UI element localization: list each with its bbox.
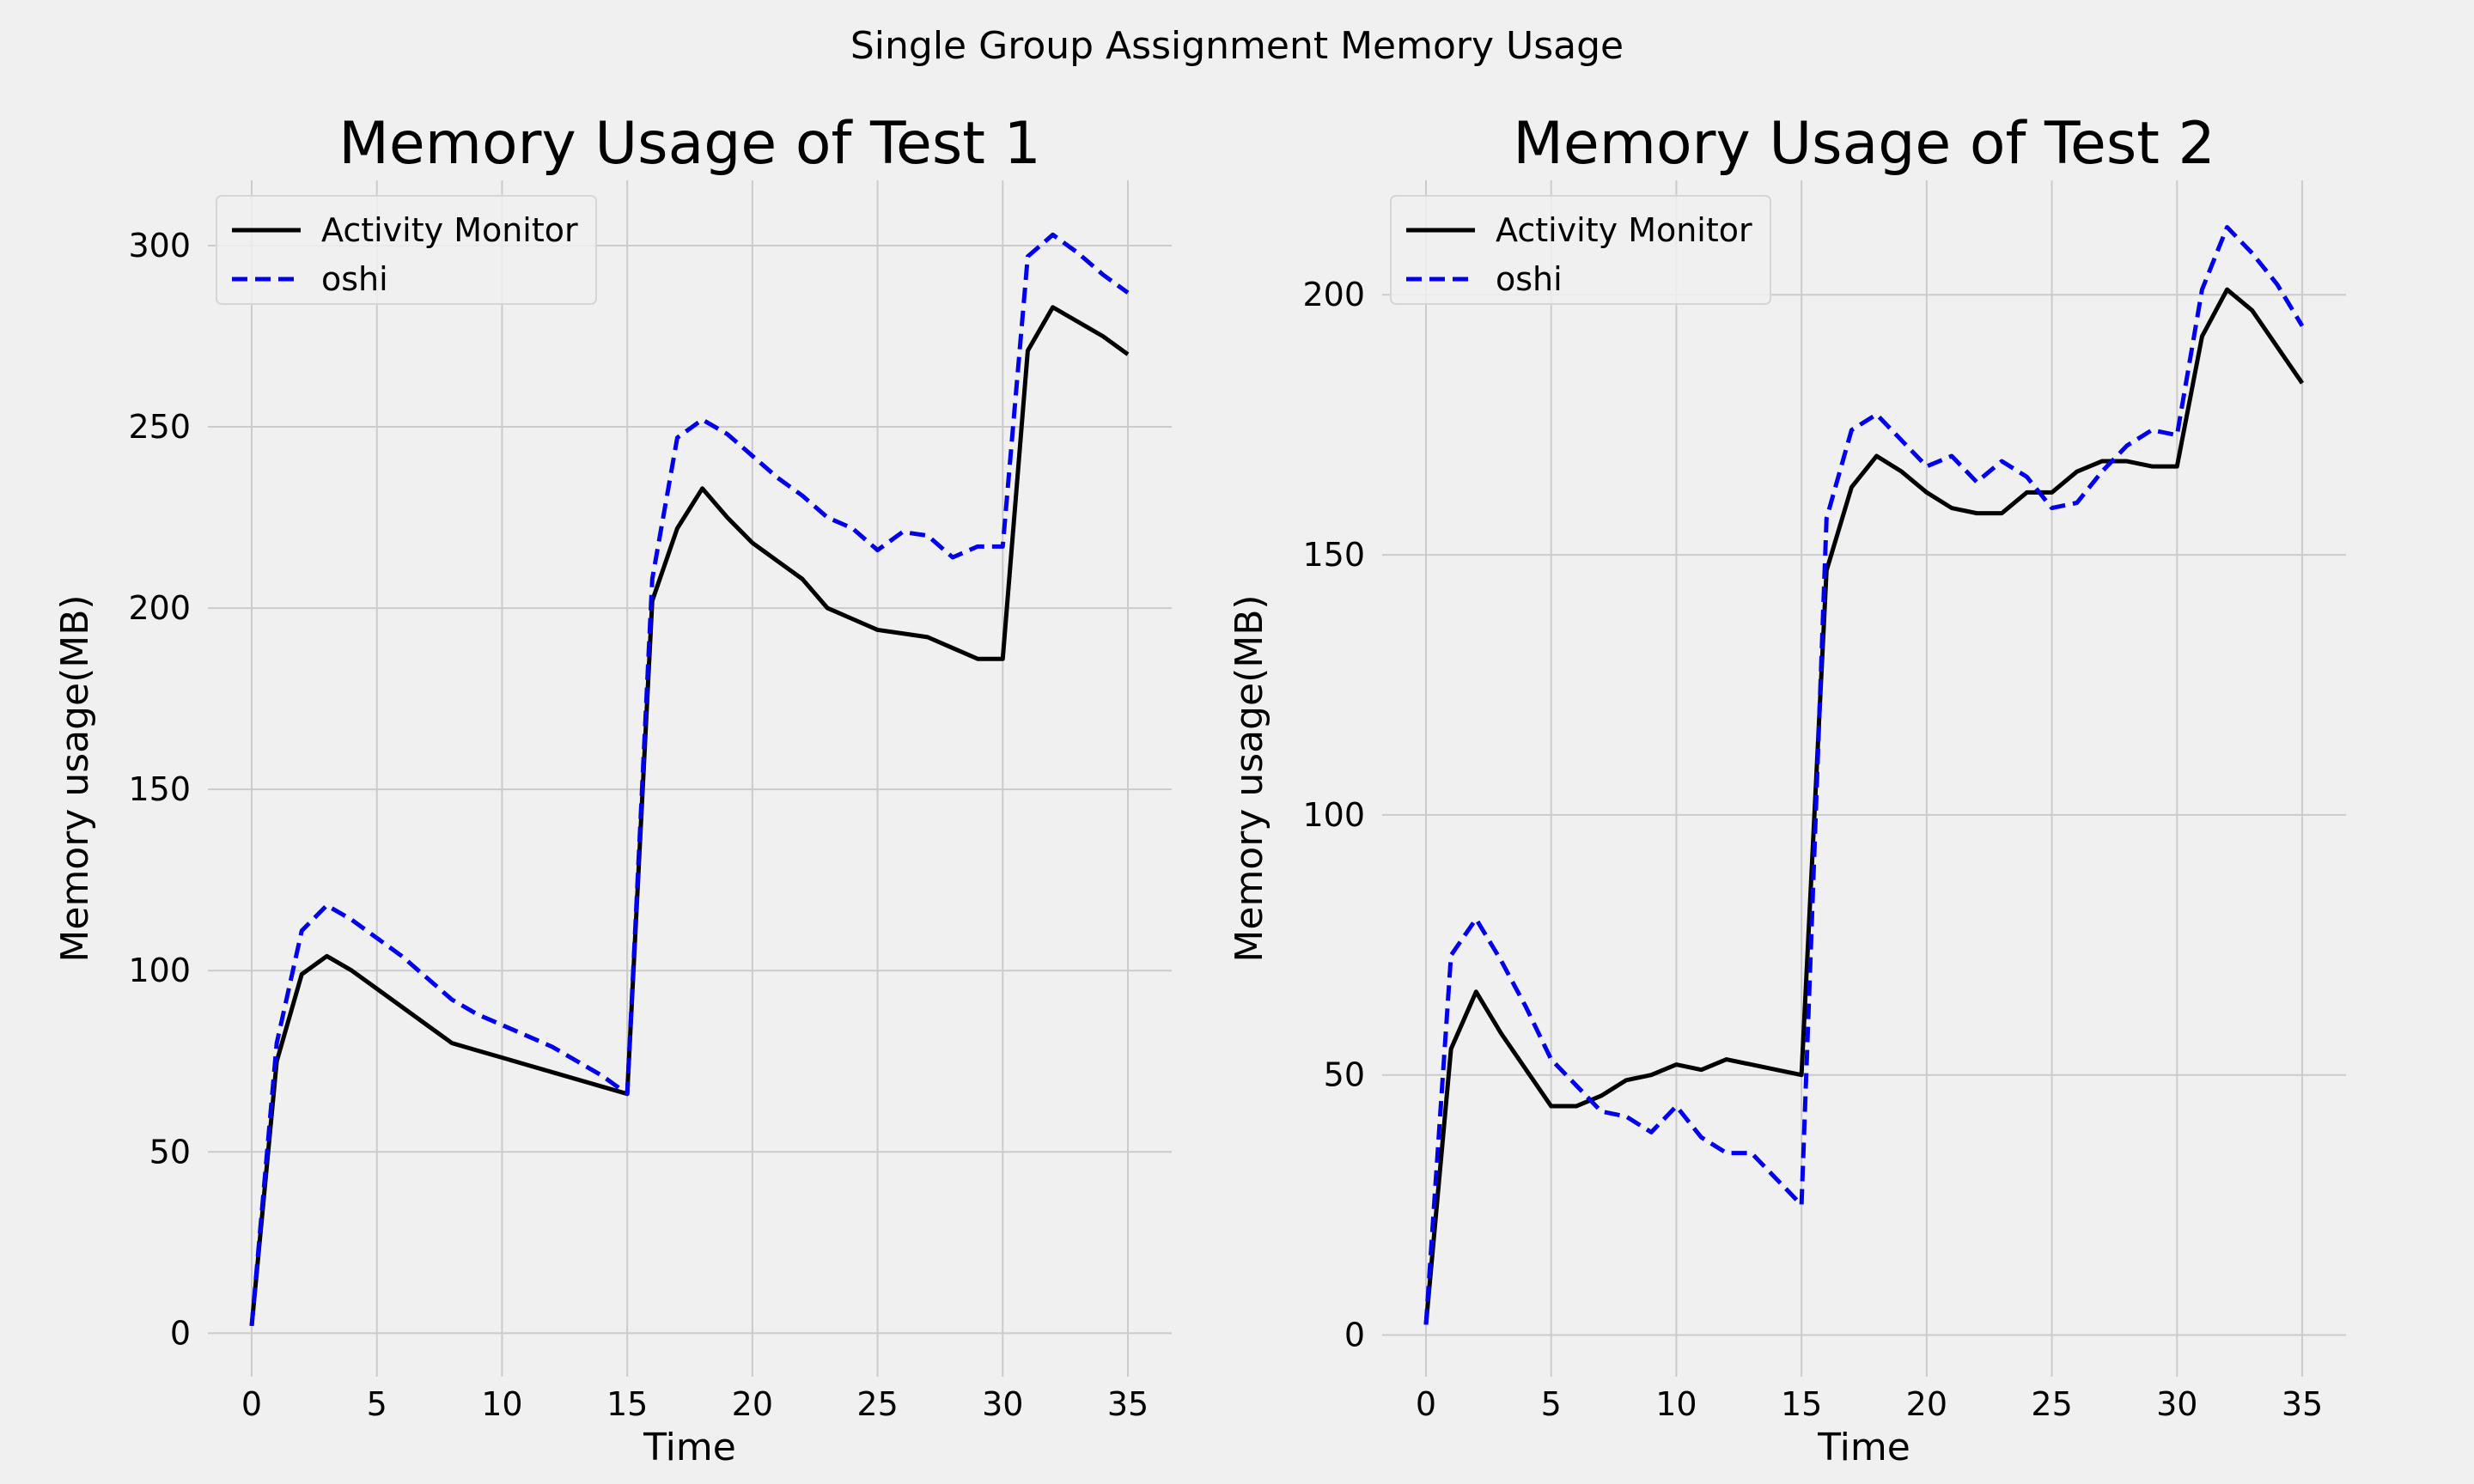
x-tick-label: 35 xyxy=(2282,1385,2323,1423)
x-tick-label: 25 xyxy=(856,1385,898,1423)
y-tick-label: 0 xyxy=(170,1314,191,1352)
legend-box xyxy=(216,195,597,305)
x-tick-label: 30 xyxy=(2156,1385,2197,1423)
figure-title: Single Group Assignment Memory Usage xyxy=(850,24,1624,68)
series-line-activity-monitor xyxy=(249,305,1130,1327)
x-tick-label: 35 xyxy=(1107,1385,1149,1423)
legend-box xyxy=(1390,195,1771,305)
x-tick-label: 20 xyxy=(732,1385,773,1423)
x-tick-label: 0 xyxy=(241,1385,262,1423)
y-tick-label: 200 xyxy=(128,589,191,627)
series-line-activity-monitor xyxy=(1423,287,2305,1325)
y-tick-label: 50 xyxy=(1324,1056,1365,1094)
y-tick-label: 250 xyxy=(128,408,191,446)
legend-label: Activity Monitor xyxy=(1496,211,1752,249)
x-tick-label: 10 xyxy=(1655,1385,1697,1423)
x-tick-label: 5 xyxy=(367,1385,387,1423)
x-tick-label: 0 xyxy=(1416,1385,1436,1423)
y-tick-label: 150 xyxy=(1302,536,1365,574)
chart-title: Memory Usage of Test 1 xyxy=(338,110,1041,178)
x-axis-label: Time xyxy=(1817,1426,1910,1469)
y-tick-label: 150 xyxy=(128,770,191,808)
x-tick-label: 15 xyxy=(1781,1385,1822,1423)
x-tick-label: 20 xyxy=(1906,1385,1947,1423)
y-tick-label: 200 xyxy=(1302,276,1365,313)
series-line-oshi xyxy=(249,232,1130,1327)
y-axis-label: Memory usage(MB) xyxy=(1228,594,1271,962)
y-axis-label: Memory usage(MB) xyxy=(53,594,97,962)
legend-label: oshi xyxy=(321,260,388,298)
legend-label: oshi xyxy=(1496,260,1563,298)
y-tick-label: 50 xyxy=(149,1133,191,1171)
x-tick-label: 10 xyxy=(481,1385,522,1423)
x-tick-label: 30 xyxy=(982,1385,1023,1423)
x-axis-label: Time xyxy=(643,1426,736,1469)
chart-panel-test-1: 0 5 10 15 20 25 30 35 0 50 100 150 200 250 300 Memory U… xyxy=(53,110,1172,1469)
y-tick-label: 0 xyxy=(1344,1317,1365,1354)
y-tick-label: 100 xyxy=(128,952,191,989)
x-tick-label: 15 xyxy=(606,1385,648,1423)
chart-title: Memory Usage of Test 2 xyxy=(1513,110,2215,178)
x-tick-label: 25 xyxy=(2031,1385,2072,1423)
legend-label: Activity Monitor xyxy=(321,211,578,249)
chart-panel-test-2: 0 5 10 15 20 25 30 35 0 50 100 150 200 Memory Usage o… xyxy=(1228,110,2346,1469)
y-tick-label: 100 xyxy=(1302,796,1365,834)
x-tick-label: 5 xyxy=(1541,1385,1562,1423)
series-line-oshi xyxy=(1423,225,2305,1325)
y-tick-label: 300 xyxy=(128,227,191,265)
